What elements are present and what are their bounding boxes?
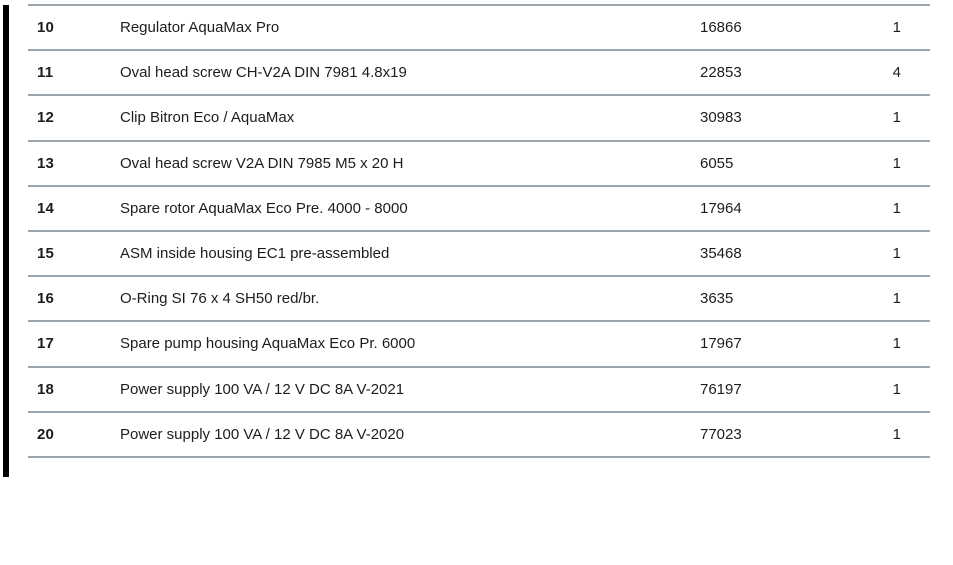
quantity-cell: 1 [892,426,901,442]
position-cell: 15 [37,246,55,262]
part-number-cell: 30983 [700,110,742,126]
table-row[interactable]: 10 Regulator AquaMax Pro 16866 1 [28,4,930,50]
description-cell: Oval head screw CH-V2A DIN 7981 4.8x19 [120,65,407,81]
table-row[interactable]: 20 Power supply 100 VA / 12 V DC 8A V-20… [28,410,930,456]
quantity-cell: 1 [892,20,901,36]
position-cell: 17 [37,336,55,352]
position-cell: 18 [37,381,55,397]
table-row[interactable]: 15 ASM inside housing EC1 pre-assembled … [28,229,930,276]
left-accent-bar [3,5,9,477]
description-cell: Oval head screw V2A DIN 7985 M5 x 20 H [120,155,404,171]
description-cell: Spare pump housing AquaMax Eco Pr. 6000 [120,336,416,352]
description-cell: Spare rotor AquaMax Eco Pre. 4000 - 8000 [120,200,408,216]
part-number-cell: 77023 [700,426,742,442]
position-cell: 14 [37,200,55,216]
position-cell: 13 [37,155,55,171]
position-cell: 10 [37,20,55,36]
quantity-cell: 1 [892,110,901,126]
table-row[interactable]: 12 Clip Bitron Eco / AquaMax 30983 1 [28,94,930,140]
description-cell: Power supply 100 VA / 12 V DC 8A V-2020 [120,426,405,442]
description-cell: O-Ring SI 76 x 4 SH50 red/br. [120,291,320,307]
quantity-cell: 1 [892,155,901,171]
part-number-cell: 17967 [700,336,742,352]
description-cell: Power supply 100 VA / 12 V DC 8A V-2021 [120,381,405,397]
position-cell: 11 [37,65,54,81]
table-row[interactable]: 13 Oval head screw V2A DIN 7985 M5 x 20 … [28,139,930,185]
part-number-cell: 17964 [700,200,742,216]
table-row[interactable]: 14 Spare rotor AquaMax Eco Pre. 4000 - 8… [28,184,930,230]
part-number-cell: 35468 [700,246,742,262]
quantity-cell: 1 [892,291,901,307]
table-row[interactable]: 18 Power supply 100 VA / 12 V DC 8A V-20… [28,365,930,411]
table-row[interactable]: 17 Spare pump housing AquaMax Eco Pr. 60… [28,320,930,366]
description-cell: ASM inside housing EC1 pre-assembled [120,246,390,262]
part-number-cell: 16866 [700,20,742,36]
description-cell: Regulator AquaMax Pro [120,20,280,36]
position-cell: 12 [37,110,55,126]
quantity-cell: 1 [892,246,901,262]
position-cell: 16 [37,291,55,307]
position-cell: 20 [37,426,55,442]
quantity-cell: 1 [892,200,901,216]
description-cell: Clip Bitron Eco / AquaMax [120,110,295,126]
spare-parts-table: 10 Regulator AquaMax Pro 16866 1 11 Oval… [28,4,930,458]
part-number-cell: 76197 [700,381,742,397]
part-number-cell: 22853 [700,65,742,81]
quantity-cell: 1 [892,381,901,397]
part-number-cell: 6055 [700,155,734,171]
quantity-cell: 1 [892,336,901,352]
table-row[interactable]: 11 Oval head screw CH-V2A DIN 7981 4.8x1… [28,49,930,95]
quantity-cell: 4 [892,65,901,81]
table-row[interactable]: 16 O-Ring SI 76 x 4 SH50 red/br. 3635 1 [28,275,930,321]
part-number-cell: 3635 [700,291,734,307]
